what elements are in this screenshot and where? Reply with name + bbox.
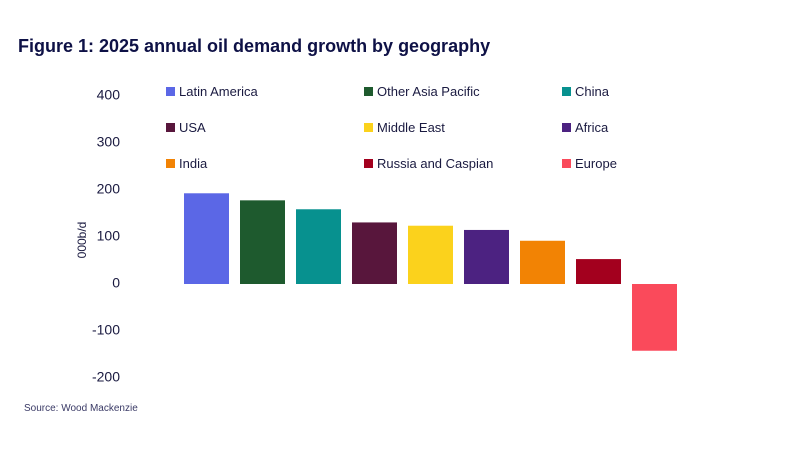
legend-swatch <box>364 87 373 96</box>
legend-item: Other Asia Pacific <box>364 84 480 99</box>
y-tick-label: 200 <box>97 181 121 197</box>
y-tick-label: -100 <box>92 322 120 338</box>
legend-swatch <box>364 159 373 168</box>
legend-label: Other Asia Pacific <box>377 84 480 99</box>
bars <box>184 193 677 351</box>
legend-label: USA <box>179 120 206 135</box>
bar-europe <box>632 284 677 351</box>
y-axis-label: 000b/d <box>75 222 89 259</box>
legend-item: Latin America <box>166 84 258 99</box>
legend-item: Europe <box>562 156 617 171</box>
legend-label: Middle East <box>377 120 445 135</box>
bar-china <box>296 209 341 284</box>
legend-swatch <box>562 123 571 132</box>
legend-label: China <box>575 84 609 99</box>
bar-usa <box>352 222 397 284</box>
legend-swatch <box>562 159 571 168</box>
bar-middle-east <box>408 225 453 284</box>
bar-latin-america <box>184 193 229 284</box>
bar-africa <box>464 229 509 284</box>
bar-india <box>520 240 565 284</box>
legend-label: Russia and Caspian <box>377 156 494 171</box>
y-tick-label: 0 <box>112 275 120 291</box>
legend-label: Latin America <box>179 84 258 99</box>
legend-label: Africa <box>575 120 609 135</box>
chart-title: Figure 1: 2025 annual oil demand growth … <box>18 36 491 56</box>
legend-item: China <box>562 84 609 99</box>
bar-other-asia-pacific <box>240 200 285 284</box>
legend-swatch <box>562 87 571 96</box>
legend-label: Europe <box>575 156 617 171</box>
bar-russia-and-caspian <box>576 259 621 284</box>
y-tick-label: 400 <box>97 87 121 103</box>
legend-swatch <box>364 123 373 132</box>
legend-item: Africa <box>562 120 608 135</box>
legend-item: Russia and Caspian <box>364 156 493 171</box>
source-note: Source: Wood Mackenzie <box>24 403 138 414</box>
y-tick-label: 300 <box>97 134 121 150</box>
legend-item: USA <box>166 120 206 135</box>
y-tick-label: -200 <box>92 369 120 385</box>
legend-item: Middle East <box>364 120 445 135</box>
chart-legend: Latin America Other Asia Pacific China USA M… <box>166 84 686 180</box>
legend-swatch <box>166 123 175 132</box>
y-axis: 400 300 200 100 0 -100 -200 <box>92 87 120 385</box>
legend-swatch <box>166 159 175 168</box>
y-tick-label: 100 <box>97 228 121 244</box>
legend-item: India <box>166 156 207 171</box>
legend-swatch <box>166 87 175 96</box>
legend-label: India <box>179 156 208 171</box>
